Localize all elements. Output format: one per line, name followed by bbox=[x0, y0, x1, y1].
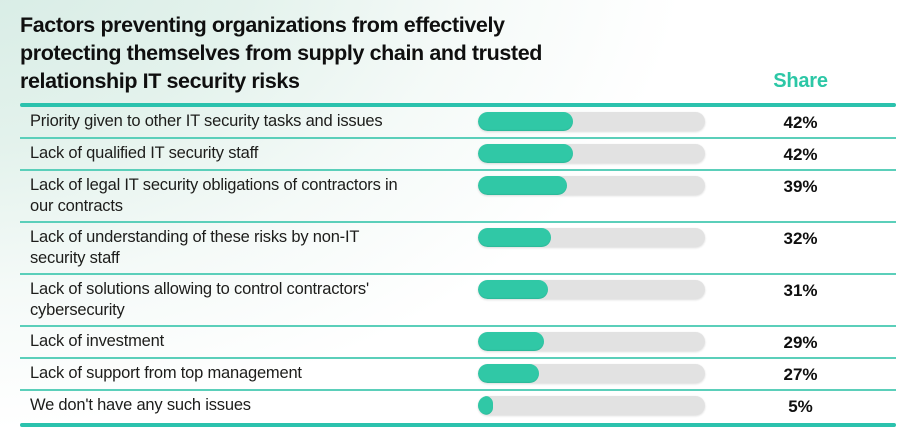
row-value: 42% bbox=[783, 113, 818, 132]
bar-fill bbox=[478, 176, 567, 195]
chart-row: Lack of support from top management 27% bbox=[20, 359, 896, 391]
chart-rows: Priority given to other IT security task… bbox=[20, 107, 896, 423]
chart-title-line-2: protecting themselves from supply chain … bbox=[20, 41, 542, 65]
chart-row: We don't have any such issues 5% bbox=[20, 391, 896, 423]
bar-fill bbox=[478, 280, 549, 299]
bar-column bbox=[478, 111, 705, 131]
bar-track bbox=[478, 176, 705, 195]
bar-track bbox=[478, 396, 705, 415]
chart-title-line-3: relationship IT security risks bbox=[20, 69, 300, 93]
chart-title: Factors preventing organizations from ef… bbox=[20, 11, 705, 95]
bar-fill bbox=[478, 396, 493, 415]
bar-track bbox=[478, 144, 705, 163]
share-column-header: Share bbox=[773, 70, 828, 92]
bar-track bbox=[478, 112, 705, 131]
bar-fill bbox=[478, 144, 574, 163]
chart-row: Lack of legal IT security obligations of… bbox=[20, 171, 896, 223]
row-label: Lack of qualified IT security staff bbox=[30, 144, 259, 162]
row-value: 31% bbox=[783, 281, 818, 300]
row-label: Priority given to other IT security task… bbox=[30, 112, 383, 130]
row-label: Lack of investment bbox=[30, 332, 164, 350]
bar-track bbox=[478, 364, 705, 383]
row-value: 5% bbox=[788, 397, 813, 416]
row-label: Lack of understanding of these risks by … bbox=[30, 228, 360, 267]
bar-column bbox=[478, 331, 705, 351]
bar-column bbox=[478, 175, 705, 195]
chart-content: Factors preventing organizations from ef… bbox=[0, 11, 923, 427]
chart-row: Priority given to other IT security task… bbox=[20, 107, 896, 139]
chart-title-line-1: Factors preventing organizations from ef… bbox=[20, 13, 505, 37]
bar-fill bbox=[478, 228, 551, 247]
row-value: 42% bbox=[783, 145, 818, 164]
chart-header: Factors preventing organizations from ef… bbox=[20, 11, 896, 95]
chart-row: Lack of understanding of these risks by … bbox=[20, 223, 896, 275]
row-value: 32% bbox=[783, 229, 818, 248]
bar-fill bbox=[478, 364, 540, 383]
bar-track bbox=[478, 332, 705, 351]
row-label: We don't have any such issues bbox=[30, 396, 251, 414]
row-label: Lack of support from top management bbox=[30, 364, 302, 382]
bar-fill bbox=[478, 112, 574, 131]
bar-track bbox=[478, 280, 705, 299]
bar-column bbox=[478, 363, 705, 383]
bar-fill bbox=[478, 332, 544, 351]
row-value: 39% bbox=[783, 177, 818, 196]
bar-column bbox=[478, 279, 705, 299]
row-label: Lack of solutions allowing to control co… bbox=[30, 280, 369, 319]
bar-track bbox=[478, 228, 705, 247]
row-value: 27% bbox=[783, 365, 818, 384]
bar-column bbox=[478, 395, 705, 415]
chart-row: Lack of investment 29% bbox=[20, 327, 896, 359]
chart-row: Lack of qualified IT security staff 42% bbox=[20, 139, 896, 171]
chart-row: Lack of solutions allowing to control co… bbox=[20, 275, 896, 327]
row-value: 29% bbox=[783, 333, 818, 352]
bar-column bbox=[478, 143, 705, 163]
row-label: Lack of legal IT security obligations of… bbox=[30, 176, 398, 215]
footer-divider bbox=[20, 423, 896, 427]
header-divider bbox=[20, 103, 896, 107]
bar-column bbox=[478, 227, 705, 247]
